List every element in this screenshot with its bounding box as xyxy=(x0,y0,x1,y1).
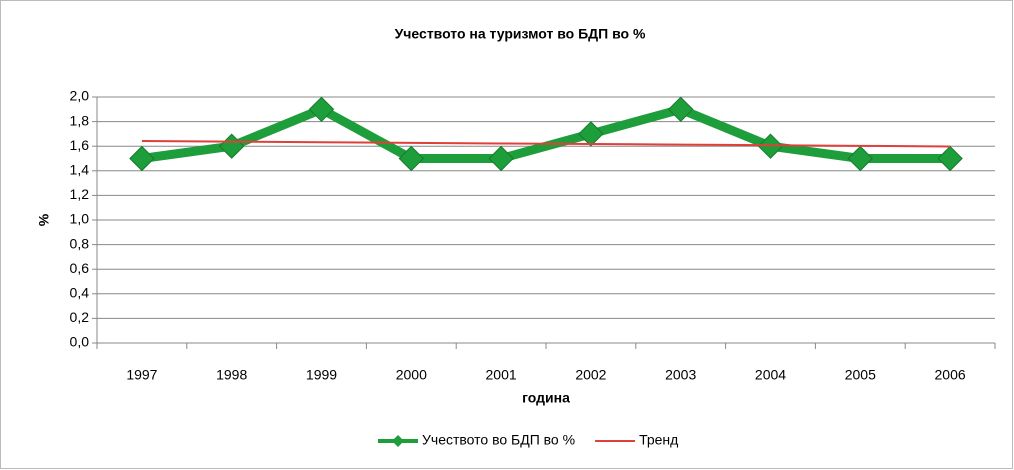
marker xyxy=(308,96,335,123)
y-tick-label: 1,6 xyxy=(70,137,90,153)
x-tick-label: 2006 xyxy=(935,367,966,383)
y-tick-label: 0,4 xyxy=(70,285,90,301)
marker xyxy=(847,145,874,172)
legend-label: Тренд xyxy=(639,432,678,448)
y-tick-label: 0,0 xyxy=(70,334,90,350)
marker xyxy=(129,145,155,172)
x-tick-label: 2002 xyxy=(575,367,606,383)
x-tick-label: 2003 xyxy=(665,367,696,383)
x-tick-label: 1999 xyxy=(306,367,337,383)
marker xyxy=(667,96,694,123)
y-tick-label: 1,8 xyxy=(70,112,90,128)
trend-line xyxy=(141,140,951,148)
y-tick-label: 1,4 xyxy=(70,162,90,178)
y-tick-label: 0,2 xyxy=(70,309,90,325)
x-axis-label: година xyxy=(522,390,570,406)
marker xyxy=(488,145,514,172)
x-tick-label: 2001 xyxy=(486,367,517,383)
x-tick-label: 1997 xyxy=(126,367,157,383)
y-tick-label: 2,0 xyxy=(70,88,90,104)
y-tick-label: 1,2 xyxy=(70,186,90,202)
x-tick-label: 1998 xyxy=(216,367,247,383)
marker xyxy=(937,145,963,172)
legend-marker xyxy=(392,435,404,447)
legend-label: Учеството во БДП во % xyxy=(422,432,575,448)
chart-title: Учеството на туризмот во БДП во % xyxy=(395,26,646,42)
x-tick-label: 2005 xyxy=(845,367,876,383)
y-tick-label: 0,8 xyxy=(70,235,90,251)
x-tick-label: 2004 xyxy=(755,367,786,383)
marker xyxy=(578,121,604,147)
y-tick-label: 1,0 xyxy=(70,211,90,227)
y-axis-label: % xyxy=(36,213,52,226)
y-tick-label: 0,6 xyxy=(70,260,90,276)
data-line xyxy=(141,104,951,163)
x-tick-label: 2000 xyxy=(396,367,427,383)
marker xyxy=(398,145,425,172)
